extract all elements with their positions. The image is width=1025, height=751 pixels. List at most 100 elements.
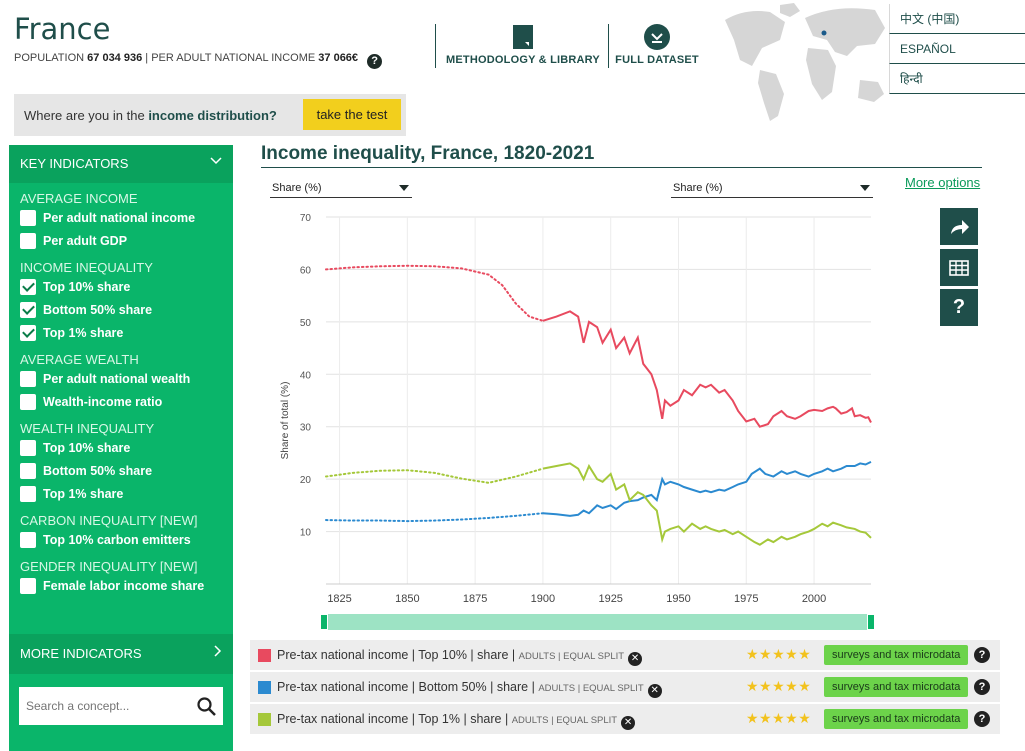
population-value: 67 034 936 — [87, 52, 143, 64]
indicators-sidebar: KEY INDICATORS AVERAGE INCOME Per adult n… — [9, 145, 233, 751]
right-select-value: Share (%) — [673, 182, 723, 194]
question-icon: ? — [952, 296, 966, 318]
series-line-estimated[interactable] — [325, 512, 544, 523]
help-icon[interactable]: ? — [367, 54, 383, 69]
help-icon[interactable]: ? — [974, 647, 990, 663]
indicator-option[interactable]: Top 1% share — [9, 321, 233, 344]
series-label: Pre-tax national income | Top 10% | shar… — [277, 648, 643, 666]
search-input[interactable] — [19, 687, 189, 725]
more-options-link[interactable]: More options — [905, 175, 981, 190]
range-handle-end[interactable] — [867, 614, 875, 630]
source-badge[interactable]: surveys and tax microdata — [824, 677, 969, 697]
series-tags: ADULTS | EQUAL SPLIT — [538, 683, 644, 694]
series-line-estimated[interactable] — [325, 467, 544, 484]
take-test-button[interactable]: take the test — [303, 99, 401, 130]
series-line[interactable] — [542, 310, 872, 428]
checkbox[interactable] — [20, 485, 36, 502]
range-handle-start[interactable] — [320, 614, 328, 630]
separator: | — [145, 52, 152, 64]
y-tick-label: 30 — [300, 423, 312, 434]
left-select-value: Share (%) — [272, 182, 322, 194]
country-title: France — [14, 12, 111, 46]
checkbox[interactable] — [20, 393, 36, 410]
divider — [608, 24, 609, 68]
indicator-option[interactable]: Per adult national wealth — [9, 367, 233, 390]
indicator-option[interactable]: Per adult GDP — [9, 229, 233, 252]
table-view-button[interactable] — [940, 249, 978, 286]
indicator-option[interactable]: Bottom 50% share — [9, 298, 233, 321]
indicator-option[interactable]: Per adult national income — [9, 206, 233, 229]
remove-series-icon[interactable]: ✕ — [628, 652, 643, 666]
source-badge[interactable]: surveys and tax microdata — [824, 709, 969, 729]
indicator-option[interactable]: Top 10% share — [9, 436, 233, 459]
source-badge[interactable]: surveys and tax microdata — [824, 645, 969, 665]
checkbox[interactable] — [20, 370, 36, 387]
chevron-down-icon — [209, 145, 223, 183]
indicator-label: Top 10% share — [43, 279, 131, 294]
full-dataset-link[interactable]: FULL DATASET — [613, 24, 701, 66]
right-unit-select[interactable]: Share (%) — [671, 178, 873, 198]
checkbox-checked[interactable] — [20, 278, 36, 295]
checkbox[interactable] — [20, 209, 36, 226]
dataset-label: FULL DATASET — [615, 54, 699, 66]
share-button[interactable] — [940, 208, 978, 245]
x-tick-label: 1850 — [395, 593, 419, 605]
remove-series-icon[interactable]: ✕ — [621, 716, 636, 730]
remove-series-icon[interactable]: ✕ — [647, 684, 662, 698]
indicator-label: Top 10% carbon emitters — [43, 532, 191, 547]
more-indicators-button[interactable]: MORE INDICATORS — [9, 634, 233, 674]
y-tick-label: 70 — [300, 213, 312, 224]
indicator-option[interactable]: Female labor income share — [9, 574, 233, 597]
series-variable: Pre-tax national income — [277, 680, 409, 694]
indicator-category: AVERAGE WEALTH — [20, 352, 139, 367]
x-tick-label: 2000 — [802, 593, 826, 605]
checkbox[interactable] — [20, 232, 36, 249]
lang-hindi[interactable]: हिन्दी — [889, 64, 1025, 94]
methodology-link[interactable]: METHODOLOGY & LIBRARY — [443, 24, 603, 66]
time-range-slider[interactable] — [320, 614, 875, 630]
checkbox[interactable] — [20, 577, 36, 594]
indicator-option[interactable]: Top 10% share — [9, 275, 233, 298]
indicator-label: Top 1% share — [43, 325, 124, 340]
world-map[interactable] — [720, 0, 890, 125]
series-line[interactable] — [542, 462, 872, 546]
lang-chinese[interactable]: 中文 (中国) — [889, 4, 1025, 34]
caret-down-icon — [860, 185, 870, 191]
indicator-option[interactable]: Wealth-income ratio — [9, 390, 233, 413]
series-percentile: Bottom 50% — [418, 680, 487, 694]
y-tick-label: 20 — [300, 475, 312, 486]
checkbox-checked[interactable] — [20, 324, 36, 341]
series-line-estimated[interactable] — [325, 264, 544, 322]
concept-search — [19, 687, 223, 725]
checkbox[interactable] — [20, 462, 36, 479]
series-line[interactable] — [542, 460, 872, 517]
lang-spanish[interactable]: ESPAÑOL — [889, 34, 1025, 64]
series-label: Pre-tax national income | Bottom 50% | s… — [277, 680, 662, 698]
indicator-option[interactable]: Bottom 50% share — [9, 459, 233, 482]
help-icon[interactable]: ? — [974, 679, 990, 695]
series-swatch — [258, 649, 271, 662]
help-icon[interactable]: ? — [974, 711, 990, 727]
checkbox[interactable] — [20, 439, 36, 456]
checkbox[interactable] — [20, 531, 36, 548]
series-variable: Pre-tax national income — [277, 648, 409, 662]
key-indicators-header[interactable]: KEY INDICATORS — [9, 145, 233, 183]
left-unit-select[interactable]: Share (%) — [270, 178, 412, 198]
indicator-option[interactable]: Top 10% carbon emitters — [9, 528, 233, 551]
y-tick-label: 60 — [300, 265, 312, 276]
test-question: Where are you in the income distribution… — [24, 108, 277, 123]
indicator-label: Bottom 50% share — [43, 302, 153, 317]
search-icon[interactable] — [197, 697, 216, 721]
series-swatch — [258, 681, 271, 694]
series-percentile: Top 1% — [418, 712, 460, 726]
line-chart[interactable]: 10 20 30 40 50 60 70 1825 1850 1875 1900 1925 1950 19… — [265, 200, 885, 610]
divider — [261, 167, 982, 168]
help-button[interactable]: ? — [940, 289, 978, 326]
population-line: POPULATION 67 034 936 | PER ADULT NATION… — [14, 52, 383, 69]
indicator-option[interactable]: Top 1% share — [9, 482, 233, 505]
quality-stars: ★★★★★ — [746, 678, 812, 694]
income-label: PER ADULT NATIONAL INCOME — [151, 52, 316, 64]
x-tick-label: 1975 — [734, 593, 758, 605]
checkbox-checked[interactable] — [20, 301, 36, 318]
indicator-category: INCOME INEQUALITY — [20, 260, 153, 275]
